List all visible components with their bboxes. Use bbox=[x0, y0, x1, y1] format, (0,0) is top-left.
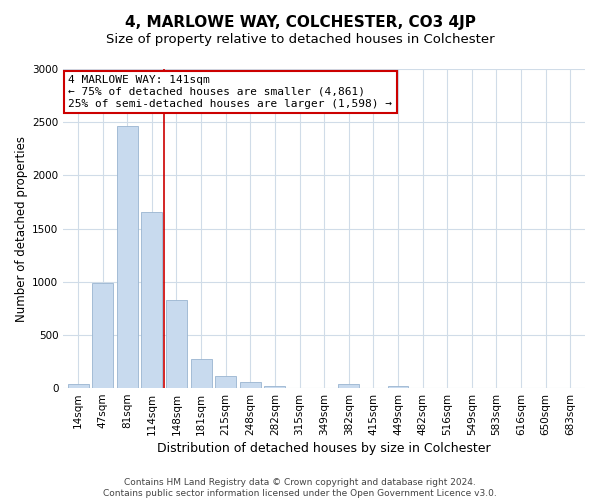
Bar bbox=[142, 212, 163, 388]
Bar bbox=[388, 386, 409, 388]
Bar bbox=[166, 300, 187, 388]
Text: Size of property relative to detached houses in Colchester: Size of property relative to detached ho… bbox=[106, 32, 494, 46]
Bar bbox=[215, 376, 236, 388]
Bar bbox=[240, 382, 261, 388]
Bar bbox=[68, 384, 89, 388]
Text: 4, MARLOWE WAY, COLCHESTER, CO3 4JP: 4, MARLOWE WAY, COLCHESTER, CO3 4JP bbox=[125, 15, 475, 30]
Bar bbox=[117, 126, 138, 388]
Text: Contains HM Land Registry data © Crown copyright and database right 2024.
Contai: Contains HM Land Registry data © Crown c… bbox=[103, 478, 497, 498]
X-axis label: Distribution of detached houses by size in Colchester: Distribution of detached houses by size … bbox=[157, 442, 491, 455]
Text: 4 MARLOWE WAY: 141sqm
← 75% of detached houses are smaller (4,861)
25% of semi-d: 4 MARLOWE WAY: 141sqm ← 75% of detached … bbox=[68, 76, 392, 108]
Bar bbox=[92, 283, 113, 388]
Bar bbox=[265, 386, 286, 388]
Bar bbox=[338, 384, 359, 388]
Bar bbox=[191, 360, 212, 388]
Y-axis label: Number of detached properties: Number of detached properties bbox=[15, 136, 28, 322]
